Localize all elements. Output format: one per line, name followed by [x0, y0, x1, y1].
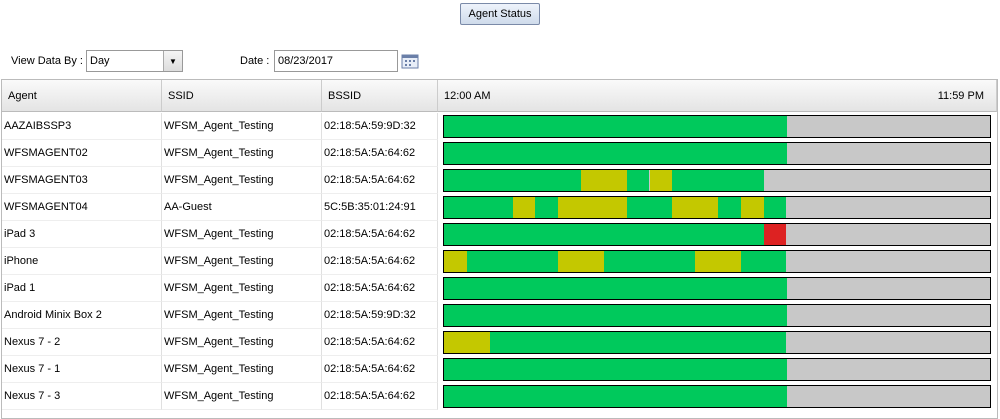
- time-end-label: 11:59 PM: [937, 89, 984, 102]
- date-input[interactable]: 08/23/2017: [274, 50, 398, 72]
- cell-bssid: 02:18:5A:59:9D:32: [322, 302, 438, 329]
- timeline-bar: [443, 385, 991, 408]
- cell-agent: WFSMAGENT02: [2, 140, 162, 167]
- cell-ssid: WFSM_Agent_Testing: [162, 113, 322, 140]
- cell-bssid: 02:18:5A:5A:64:62: [322, 329, 438, 356]
- timeline-bar: [443, 304, 991, 327]
- cell-agent: iPad 1: [2, 275, 162, 302]
- status-segment: [444, 116, 787, 137]
- column-header: BSSID: [322, 80, 438, 112]
- timeline-header: 12:00 AM 11:59 PM: [438, 80, 997, 112]
- timeline-bar: [443, 223, 991, 246]
- cell-ssid: WFSM_Agent_Testing: [162, 140, 322, 167]
- timeline-bar: [443, 115, 991, 138]
- status-segment: [444, 332, 490, 353]
- cell-bssid: 02:18:5A:5A:64:62: [322, 221, 438, 248]
- cell-agent: Android Minix Box 2: [2, 302, 162, 329]
- view-label: View Data By :: [11, 55, 83, 67]
- cell-agent: WFSMAGENT04: [2, 194, 162, 221]
- status-segment: [763, 197, 787, 218]
- cell-agent: iPad 3: [2, 221, 162, 248]
- cell-bssid: 5C:5B:35:01:24:91: [322, 194, 438, 221]
- timeline-bar: [443, 169, 991, 192]
- status-segment: [444, 305, 787, 326]
- status-segment: [626, 170, 650, 191]
- cell-agent: Nexus 7 - 2: [2, 329, 162, 356]
- timeline-bar: [443, 142, 991, 165]
- cell-ssid: WFSM_Agent_Testing: [162, 275, 322, 302]
- status-segment: [626, 197, 673, 218]
- date-value: 08/23/2017: [278, 55, 334, 67]
- cell-ssid: WFSM_Agent_Testing: [162, 248, 322, 275]
- status-segment: [763, 224, 787, 245]
- cell-bssid: 02:18:5A:5A:64:62: [322, 275, 438, 302]
- status-segment: [444, 251, 467, 272]
- column-header: SSID: [162, 80, 322, 112]
- status-segment: [603, 251, 696, 272]
- cell-ssid: WFSM_Agent_Testing: [162, 167, 322, 194]
- status-segment: [535, 197, 559, 218]
- cell-agent: AAZAIBSSP3: [2, 113, 162, 140]
- cell-ssid: WFSM_Agent_Testing: [162, 302, 322, 329]
- status-segment: [695, 251, 741, 272]
- cell-agent: Nexus 7 - 3: [2, 383, 162, 410]
- cell-ssid: WFSM_Agent_Testing: [162, 329, 322, 356]
- dropdown-arrow: ▼: [163, 51, 182, 71]
- status-segment: [444, 197, 513, 218]
- status-segment: [718, 197, 741, 218]
- view-value: Day: [90, 55, 110, 67]
- view-select[interactable]: Day ▼: [86, 50, 183, 72]
- status-segment: [581, 170, 627, 191]
- cell-agent: Nexus 7 - 1: [2, 356, 162, 383]
- cell-agent: WFSMAGENT03: [2, 167, 162, 194]
- status-segment: [649, 170, 673, 191]
- timeline-bar: [443, 250, 991, 273]
- cell-ssid: WFSM_Agent_Testing: [162, 221, 322, 248]
- status-segment: [558, 197, 627, 218]
- timeline-bar: [443, 358, 991, 381]
- time-start-label: 12:00 AM: [444, 89, 491, 102]
- cell-ssid: WFSM_Agent_Testing: [162, 383, 322, 410]
- status-segment: [444, 224, 764, 245]
- status-segment: [466, 251, 559, 272]
- status-segment: [558, 251, 604, 272]
- cell-agent: iPhone: [2, 248, 162, 275]
- status-segment: [740, 197, 764, 218]
- cell-bssid: 02:18:5A:5A:64:62: [322, 356, 438, 383]
- cell-bssid: 02:18:5A:59:9D:32: [322, 113, 438, 140]
- status-segment: [672, 197, 718, 218]
- cell-ssid: WFSM_Agent_Testing: [162, 356, 322, 383]
- cell-bssid: 02:18:5A:5A:64:62: [322, 140, 438, 167]
- timeline-bar: [443, 331, 991, 354]
- status-segment: [489, 332, 787, 353]
- status-segment: [740, 251, 787, 272]
- status-segment: [512, 197, 536, 218]
- cell-ssid: AA-Guest: [162, 194, 322, 221]
- status-segment: [444, 386, 787, 407]
- cell-bssid: 02:18:5A:5A:64:62: [322, 167, 438, 194]
- calendar-icon[interactable]: [401, 53, 419, 69]
- status-segment: [444, 278, 787, 299]
- timeline-bar: [443, 196, 991, 219]
- agent-table: Agent SSID BSSID 12:00 AM 11:59 PM AAZAIBSSP3…: [1, 79, 998, 419]
- cell-bssid: 02:18:5A:5A:64:62: [322, 248, 438, 275]
- cell-bssid: 02:18:5A:5A:64:62: [322, 383, 438, 410]
- date-label: Date :: [240, 55, 270, 67]
- status-segment: [444, 143, 787, 164]
- agent-status-button[interactable]: Agent Status: [460, 3, 540, 25]
- column-header: Agent: [2, 80, 162, 112]
- status-segment: [444, 359, 787, 380]
- timeline-bar: [443, 277, 991, 300]
- status-segment: [444, 170, 581, 191]
- status-segment: [672, 170, 764, 191]
